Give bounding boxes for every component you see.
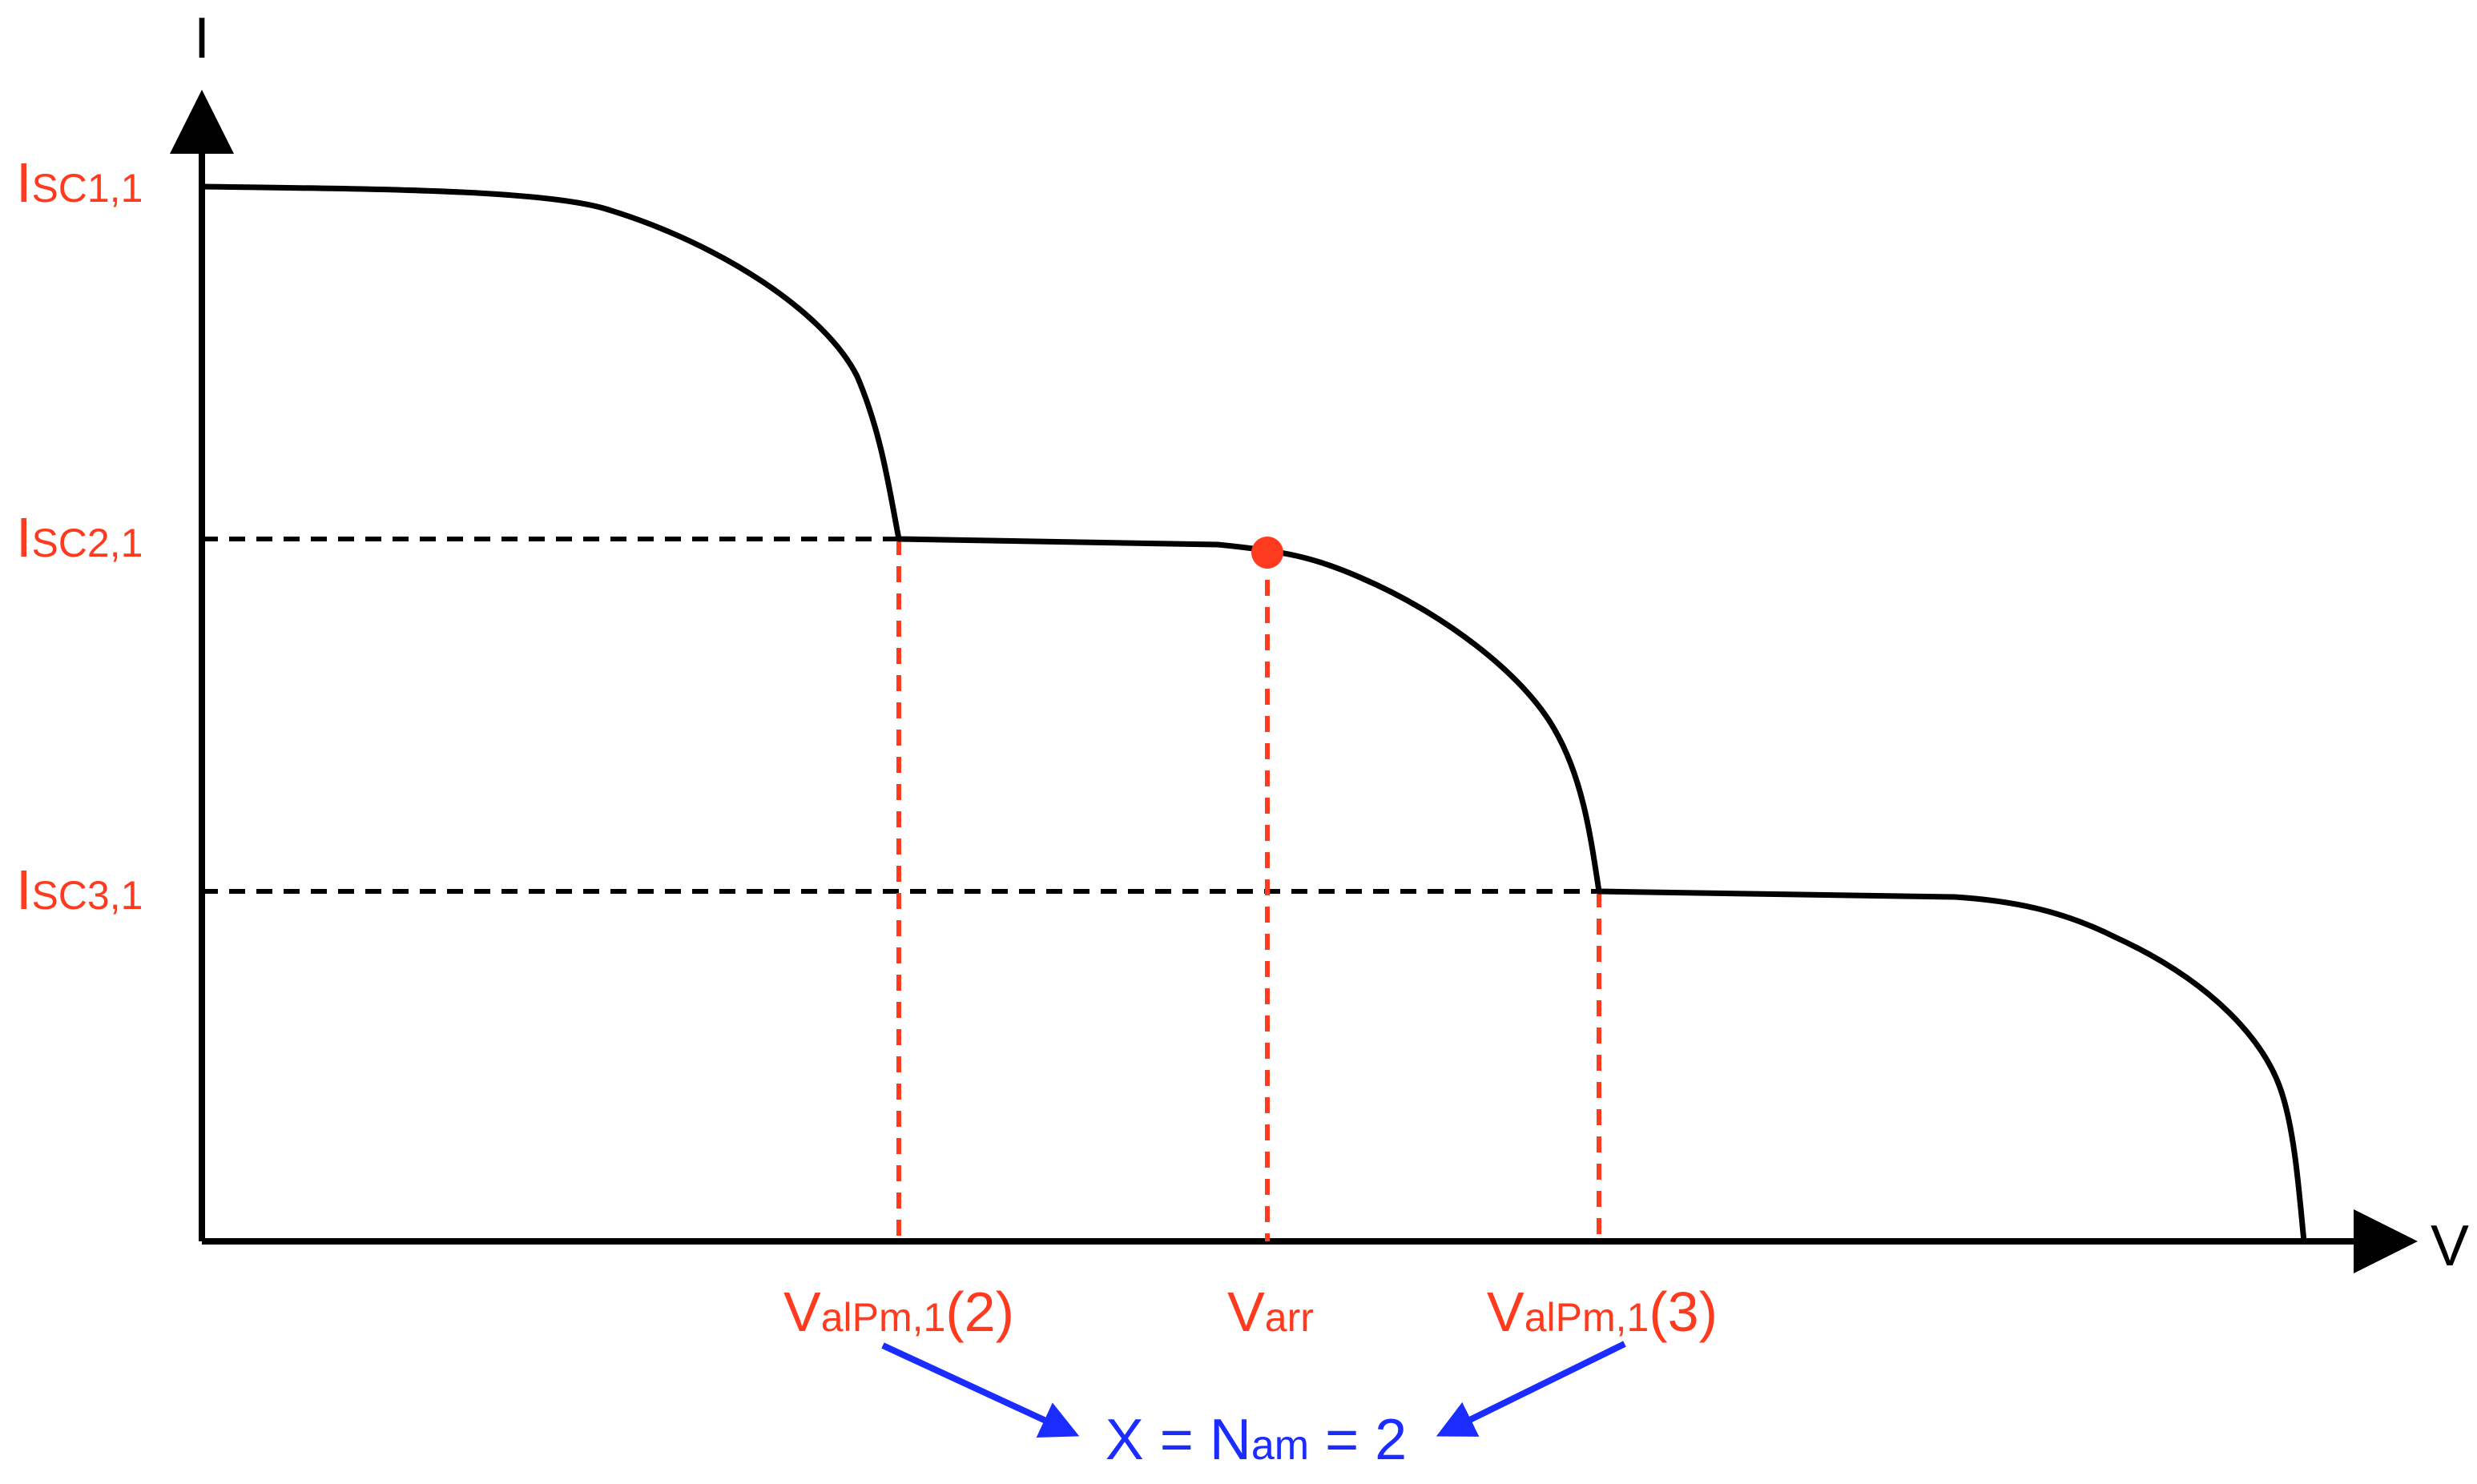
iv-curve — [201, 183, 2307, 1242]
x-equals-nam-annotation: X = Nam = 2 — [1106, 1408, 1407, 1472]
y-axis-label: I — [194, 6, 210, 70]
left-blue-arrow — [881, 1342, 1080, 1438]
valpm2-label: ValPm,1(2) — [783, 1281, 1014, 1343]
x-axis-label: V — [2431, 1214, 2469, 1278]
isc2-label: ISC2,1 — [16, 506, 143, 569]
right-blue-arrow — [1436, 1341, 1626, 1437]
valpm3-label: ValPm,1(3) — [1487, 1281, 1718, 1343]
varr-label: Varr — [1227, 1281, 1314, 1343]
isc3-label: ISC3,1 — [16, 859, 143, 921]
operating-point-marker — [1251, 537, 1283, 569]
isc1-label: ISC1,1 — [16, 151, 143, 214]
